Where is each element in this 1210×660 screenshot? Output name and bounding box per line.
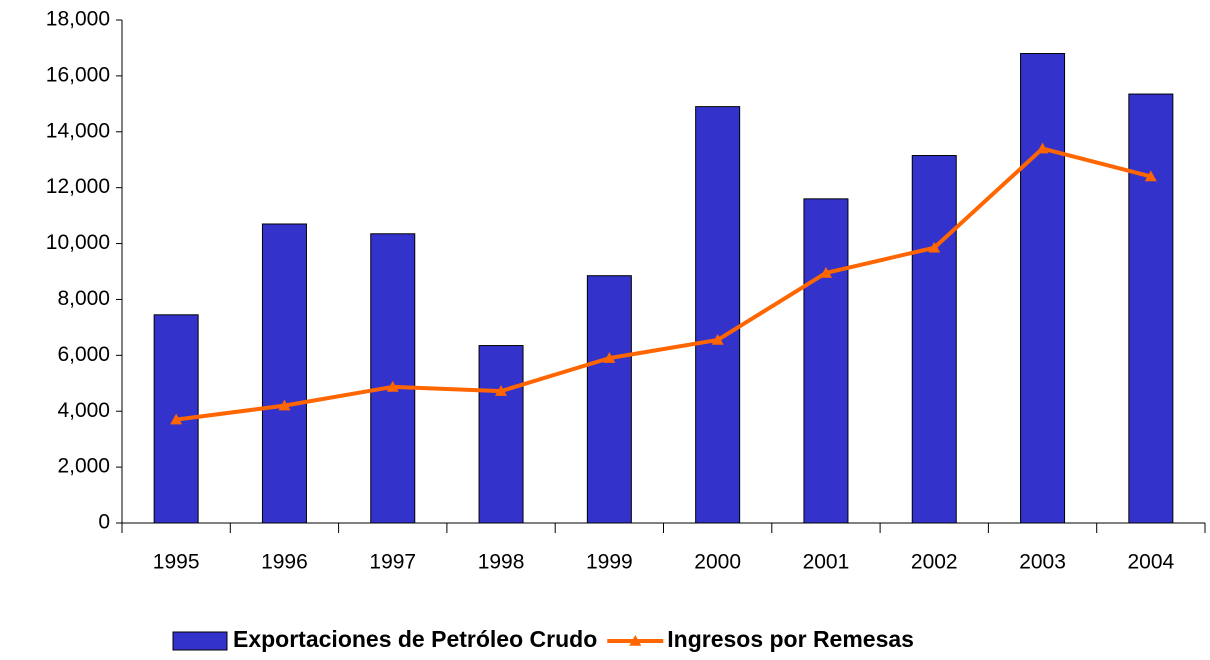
x-tick-label: 2002	[911, 551, 958, 574]
x-tick-label: 1998	[478, 551, 525, 574]
x-tick-label: 2000	[694, 551, 741, 574]
bar	[1128, 93, 1174, 524]
marker	[278, 399, 291, 411]
x-tick-label: 1995	[153, 551, 200, 574]
marker	[1144, 170, 1157, 182]
y-tick-label: 4,000	[57, 399, 110, 422]
line	[175, 146, 1152, 422]
marker	[928, 241, 941, 253]
legend-label: Ingresos por Remesas	[667, 626, 914, 652]
y-tick-label: 8,000	[57, 287, 110, 310]
x-tick-label: 2004	[1127, 551, 1174, 574]
bar	[695, 106, 741, 524]
legend-label: Exportaciones de Petróleo Crudo	[233, 626, 597, 652]
marker	[819, 266, 832, 278]
x-tick-label: 1997	[369, 551, 416, 574]
bar	[586, 275, 632, 524]
y-tick-label: 10,000	[46, 231, 110, 254]
y-tick-label: 12,000	[46, 175, 110, 198]
bar	[370, 233, 416, 524]
marker	[386, 380, 399, 392]
y-tick-label: 6,000	[57, 343, 110, 366]
marker	[603, 352, 616, 363]
x-tick-label: 2003	[1019, 551, 1066, 574]
x-tick-label: 1999	[586, 551, 633, 574]
marker	[711, 333, 724, 345]
y-tick-label: 0	[98, 511, 110, 534]
y-tick-label: 18,000	[46, 8, 110, 31]
bar	[261, 223, 307, 524]
y-tick-label: 2,000	[57, 455, 110, 478]
y-tick-label: 16,000	[46, 63, 110, 86]
marker	[495, 385, 508, 396]
x-tick-label: 2001	[803, 551, 850, 574]
bar	[1020, 53, 1066, 524]
legend-marker	[629, 635, 642, 646]
bar	[911, 155, 957, 524]
y-tick-label: 14,000	[46, 119, 110, 142]
bar	[803, 198, 849, 524]
bar	[478, 345, 524, 524]
legend-swatch	[172, 631, 228, 651]
x-tick-label: 1996	[261, 551, 308, 574]
marker	[170, 413, 183, 425]
marker	[1036, 142, 1049, 154]
